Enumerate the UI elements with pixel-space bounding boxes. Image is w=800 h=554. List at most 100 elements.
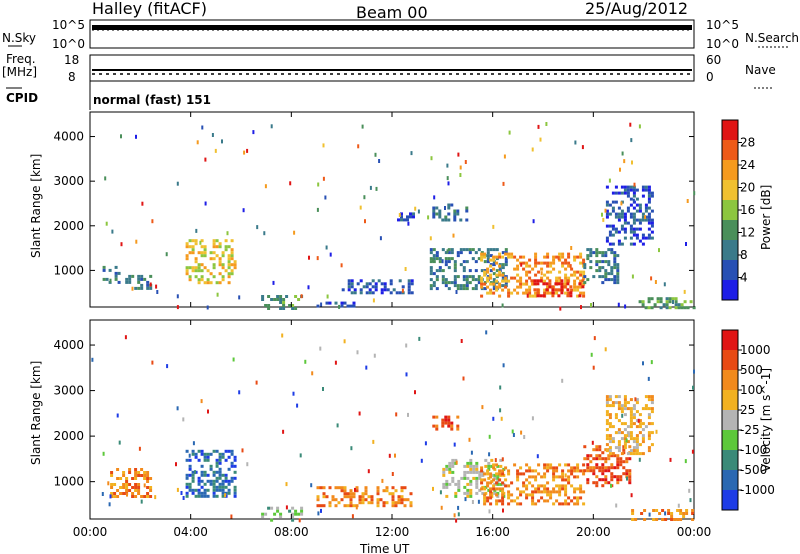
echo-cell xyxy=(638,431,642,435)
echo-cell xyxy=(316,495,320,499)
echo-cell xyxy=(203,452,207,456)
echo-cell xyxy=(631,509,635,512)
scatter-echo xyxy=(432,258,435,263)
echo-cell xyxy=(465,275,469,279)
echo-cell xyxy=(465,206,469,210)
echo-cell xyxy=(632,221,636,225)
echo-cell xyxy=(218,461,222,465)
echo-cell xyxy=(442,482,446,486)
scatter-echo xyxy=(427,215,430,220)
echo-cell xyxy=(504,263,508,267)
scatter-echo xyxy=(540,271,543,276)
echo-cell xyxy=(264,512,268,516)
echo-cell xyxy=(516,264,520,268)
echo-cell xyxy=(471,257,475,261)
echo-cell xyxy=(608,413,612,417)
echo-cell xyxy=(343,301,347,305)
scatter-echo xyxy=(151,360,154,365)
echo-cell xyxy=(322,492,326,496)
scatter-echo xyxy=(343,339,346,344)
echo-cell xyxy=(647,306,651,310)
echo-cell xyxy=(507,469,511,473)
echo-cell xyxy=(667,509,671,512)
echo-cell xyxy=(114,271,118,275)
echo-cell xyxy=(134,468,138,471)
colorbar-tick-label: -500 xyxy=(740,463,767,477)
echo-cell xyxy=(579,496,583,500)
echo-cell xyxy=(613,275,617,279)
echo-cell xyxy=(564,490,568,494)
echo-cell xyxy=(221,251,225,255)
colorbar-tick-label: 28 xyxy=(740,136,755,150)
echo-cell xyxy=(536,282,540,286)
echo-cell xyxy=(212,449,216,453)
echo-cell xyxy=(432,209,436,213)
echo-cell xyxy=(215,479,219,483)
echo-cell xyxy=(616,272,620,276)
echo-cell xyxy=(483,496,487,500)
echo-cell xyxy=(617,191,621,195)
echo-cell xyxy=(682,515,686,518)
echo-cell xyxy=(661,509,665,512)
echo-cell xyxy=(493,491,497,495)
echo-cell xyxy=(486,270,490,274)
echo-cell xyxy=(447,415,451,419)
echo-cell xyxy=(447,248,451,252)
echo-cell xyxy=(507,288,511,292)
echo-cell xyxy=(462,269,466,273)
echo-cell xyxy=(650,431,654,435)
echo-cell xyxy=(125,486,129,489)
echo-cell xyxy=(480,294,484,298)
echo-cell xyxy=(540,475,544,479)
echo-cell xyxy=(197,263,201,267)
echo-cell xyxy=(629,185,633,189)
echo-cell xyxy=(647,227,651,231)
echo-cell xyxy=(605,434,609,438)
echo-cell xyxy=(595,484,599,488)
echo-cell xyxy=(507,472,511,476)
echo-cell xyxy=(607,248,611,252)
echo-cell xyxy=(638,227,642,231)
echo-cell xyxy=(374,282,378,286)
echo-cell xyxy=(218,257,222,261)
scatter-echo xyxy=(351,514,354,519)
echo-cell xyxy=(361,495,365,499)
scatter-echo xyxy=(691,449,694,454)
echo-cell xyxy=(483,252,487,256)
colorbar-segment xyxy=(722,180,738,201)
echo-cell xyxy=(537,484,541,488)
echo-cell xyxy=(368,282,372,286)
echo-cell xyxy=(350,282,354,286)
nsky-tick-top: 10^5 xyxy=(52,18,85,32)
echo-cell xyxy=(200,473,204,477)
echo-cell xyxy=(635,203,639,207)
echo-cell xyxy=(230,461,234,465)
echo-cell xyxy=(555,490,559,494)
echo-cell xyxy=(647,395,651,399)
echo-cell xyxy=(316,486,320,490)
echo-cell xyxy=(300,506,304,510)
scatter-echo xyxy=(107,481,110,486)
echo-cell xyxy=(475,479,479,483)
echo-cell xyxy=(397,501,401,505)
echo-cell xyxy=(513,267,517,271)
scatter-echo xyxy=(91,357,94,362)
scatter-echo xyxy=(602,217,605,222)
echo-cell xyxy=(435,278,439,282)
echo-cell xyxy=(143,495,147,498)
echo-cell xyxy=(407,279,411,283)
echo-cell xyxy=(294,295,298,298)
echo-cell xyxy=(194,494,198,498)
echo-cell xyxy=(604,475,608,479)
echo-cell xyxy=(629,410,633,414)
echo-cell xyxy=(486,285,490,289)
echo-cell xyxy=(495,261,499,265)
echo-cell xyxy=(629,413,633,417)
echo-cell xyxy=(582,291,586,295)
echo-cell xyxy=(564,279,568,283)
echo-cell xyxy=(635,425,639,429)
echo-cell xyxy=(206,455,210,459)
echo-cell xyxy=(185,266,189,270)
echo-cell xyxy=(191,452,195,456)
echo-cell xyxy=(598,469,602,473)
